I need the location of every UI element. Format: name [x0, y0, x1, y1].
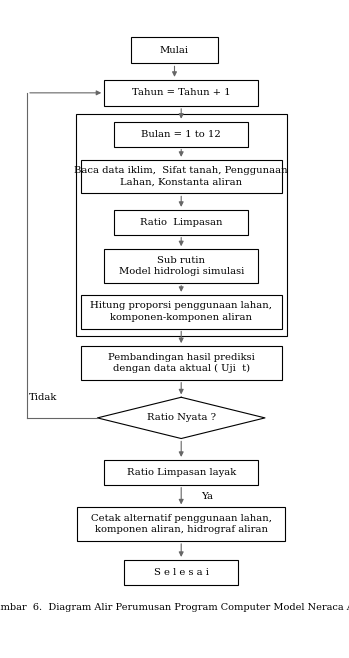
Text: S e l e s a i: S e l e s a i — [154, 568, 209, 577]
Text: Hitung proporsi penggunaan lahan,
komponen-komponen aliran: Hitung proporsi penggunaan lahan, kompon… — [90, 301, 272, 322]
Text: Baca data iklim,  Sifat tanah, Penggunaan
Lahan, Konstanta aliran: Baca data iklim, Sifat tanah, Penggunaan… — [74, 166, 288, 187]
Bar — [77, 507, 285, 541]
Bar — [81, 160, 282, 193]
Bar — [131, 38, 218, 63]
Text: Ratio  Limpasan: Ratio Limpasan — [140, 218, 222, 227]
Polygon shape — [97, 397, 265, 438]
Text: Pembandingan hasil prediksi
dengan data aktual ( Uji  t): Pembandingan hasil prediksi dengan data … — [108, 353, 255, 373]
Bar — [124, 560, 238, 585]
Text: Gambar  6.  Diagram Alir Perumusan Program Computer Model Neraca Air: Gambar 6. Diagram Alir Perumusan Program… — [0, 603, 349, 613]
Bar — [104, 80, 258, 106]
Text: Bulan = 1 to 12: Bulan = 1 to 12 — [141, 130, 221, 139]
Text: Ratio Limpasan layak: Ratio Limpasan layak — [127, 468, 236, 477]
Bar — [104, 249, 258, 283]
Text: Ya: Ya — [201, 492, 213, 501]
Bar — [81, 346, 282, 380]
Bar — [76, 114, 287, 336]
Text: Tahun = Tahun + 1: Tahun = Tahun + 1 — [132, 88, 230, 97]
Bar — [104, 460, 258, 485]
Bar — [114, 122, 248, 147]
Text: Ratio Nyata ?: Ratio Nyata ? — [147, 413, 216, 422]
Text: Mulai: Mulai — [160, 46, 189, 55]
Bar — [81, 295, 282, 328]
Text: Sub rutin
Model hidrologi simulasi: Sub rutin Model hidrologi simulasi — [119, 256, 244, 276]
Text: Tidak: Tidak — [29, 393, 57, 402]
Bar — [114, 210, 248, 235]
Text: Cetak alternatif penggunaan lahan,
komponen aliran, hidrograf aliran: Cetak alternatif penggunaan lahan, kompo… — [91, 514, 272, 534]
